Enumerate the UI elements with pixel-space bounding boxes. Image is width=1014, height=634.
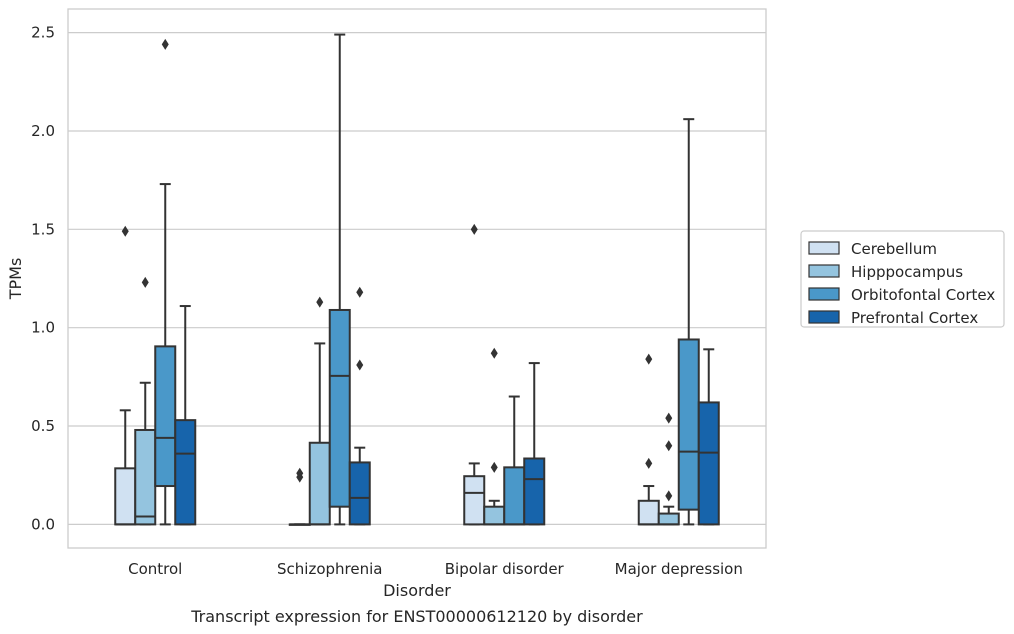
outlier-point bbox=[316, 296, 324, 308]
x-tick-label: Schizophrenia bbox=[277, 560, 382, 578]
outlier-point bbox=[665, 490, 673, 502]
y-axis-ticks: 0.0 0.5 1.0 1.5 2.0 2.5 bbox=[31, 24, 55, 534]
legend-frame bbox=[800, 230, 1005, 328]
y-tick-label: 1.0 bbox=[31, 319, 55, 337]
outlier-point bbox=[490, 461, 498, 473]
box-2-2 bbox=[503, 395, 526, 526]
plot-frame bbox=[67, 8, 767, 549]
box-1-3 bbox=[348, 286, 371, 526]
legend-label: Prefrontal Cortex bbox=[851, 309, 978, 327]
y-tick-label: 2.0 bbox=[31, 122, 55, 140]
outlier-point bbox=[121, 225, 129, 237]
legend-label: Orbitofontal Cortex bbox=[851, 286, 995, 304]
box-1-0 bbox=[288, 467, 311, 526]
y-axis-title: TPMs bbox=[6, 258, 25, 301]
x-axis-ticks: Control Schizophrenia Bipolar disorder Majo… bbox=[128, 560, 743, 578]
box-2-1 bbox=[483, 347, 506, 526]
x-tick-label: Bipolar disorder bbox=[445, 560, 565, 578]
outlier-point bbox=[470, 223, 478, 235]
legend-swatch bbox=[808, 264, 840, 278]
legend-label: Hipppocampus bbox=[851, 263, 963, 281]
box-0-0 bbox=[114, 225, 137, 526]
box-body bbox=[308, 441, 331, 526]
legend-swatch bbox=[808, 310, 840, 324]
outlier-point bbox=[296, 467, 304, 479]
legend-swatch bbox=[808, 287, 840, 301]
box-0-1 bbox=[134, 276, 157, 526]
outlier-point bbox=[645, 457, 653, 469]
box-body bbox=[697, 401, 720, 526]
outlier-point bbox=[161, 38, 169, 50]
box-body bbox=[154, 345, 177, 488]
box-groups bbox=[114, 33, 720, 526]
box-body bbox=[483, 505, 506, 526]
outlier-point bbox=[356, 286, 364, 298]
legend-label: Cerebellum bbox=[851, 240, 937, 258]
y-tick-label: 1.5 bbox=[31, 220, 55, 238]
x-tick-label: Control bbox=[128, 560, 182, 578]
y-tick-label: 0.0 bbox=[31, 515, 55, 533]
legend: Cerebellum Hipppocampus Orbitofontal Corte… bbox=[800, 230, 1005, 328]
box-body bbox=[348, 461, 371, 526]
y-tick-label: 0.5 bbox=[31, 417, 55, 435]
box-3-2 bbox=[677, 118, 700, 526]
outlier-point bbox=[141, 276, 149, 288]
box-body bbox=[677, 338, 700, 511]
box-2-3 bbox=[523, 362, 546, 526]
box-0-3 bbox=[174, 305, 197, 526]
outlier-point bbox=[356, 359, 364, 371]
box-3-3 bbox=[697, 348, 720, 526]
box-body bbox=[134, 428, 157, 526]
box-body bbox=[463, 475, 486, 526]
box-3-1 bbox=[657, 412, 680, 526]
box-body bbox=[114, 467, 137, 526]
box-body bbox=[503, 466, 526, 526]
box-3-0 bbox=[637, 353, 660, 526]
box-body bbox=[523, 457, 546, 526]
outlier-point bbox=[665, 440, 673, 452]
y-tick-label: 2.5 bbox=[31, 24, 55, 42]
x-axis-title: Disorder bbox=[383, 581, 451, 600]
box-0-2 bbox=[154, 38, 177, 526]
x-tick-label: Major depression bbox=[615, 560, 743, 578]
box-1-2 bbox=[328, 33, 351, 526]
outlier-point bbox=[665, 412, 673, 424]
box-2-0 bbox=[463, 223, 486, 526]
box-1-1 bbox=[308, 296, 331, 526]
outlier-point bbox=[490, 347, 498, 359]
box-body bbox=[174, 419, 197, 526]
outlier-point bbox=[645, 353, 653, 365]
figure-caption: Transcript expression for ENST0000061212… bbox=[190, 607, 643, 626]
box-body bbox=[637, 499, 660, 526]
box-body bbox=[657, 512, 680, 526]
legend-swatch bbox=[808, 241, 840, 255]
box-body bbox=[328, 308, 351, 508]
